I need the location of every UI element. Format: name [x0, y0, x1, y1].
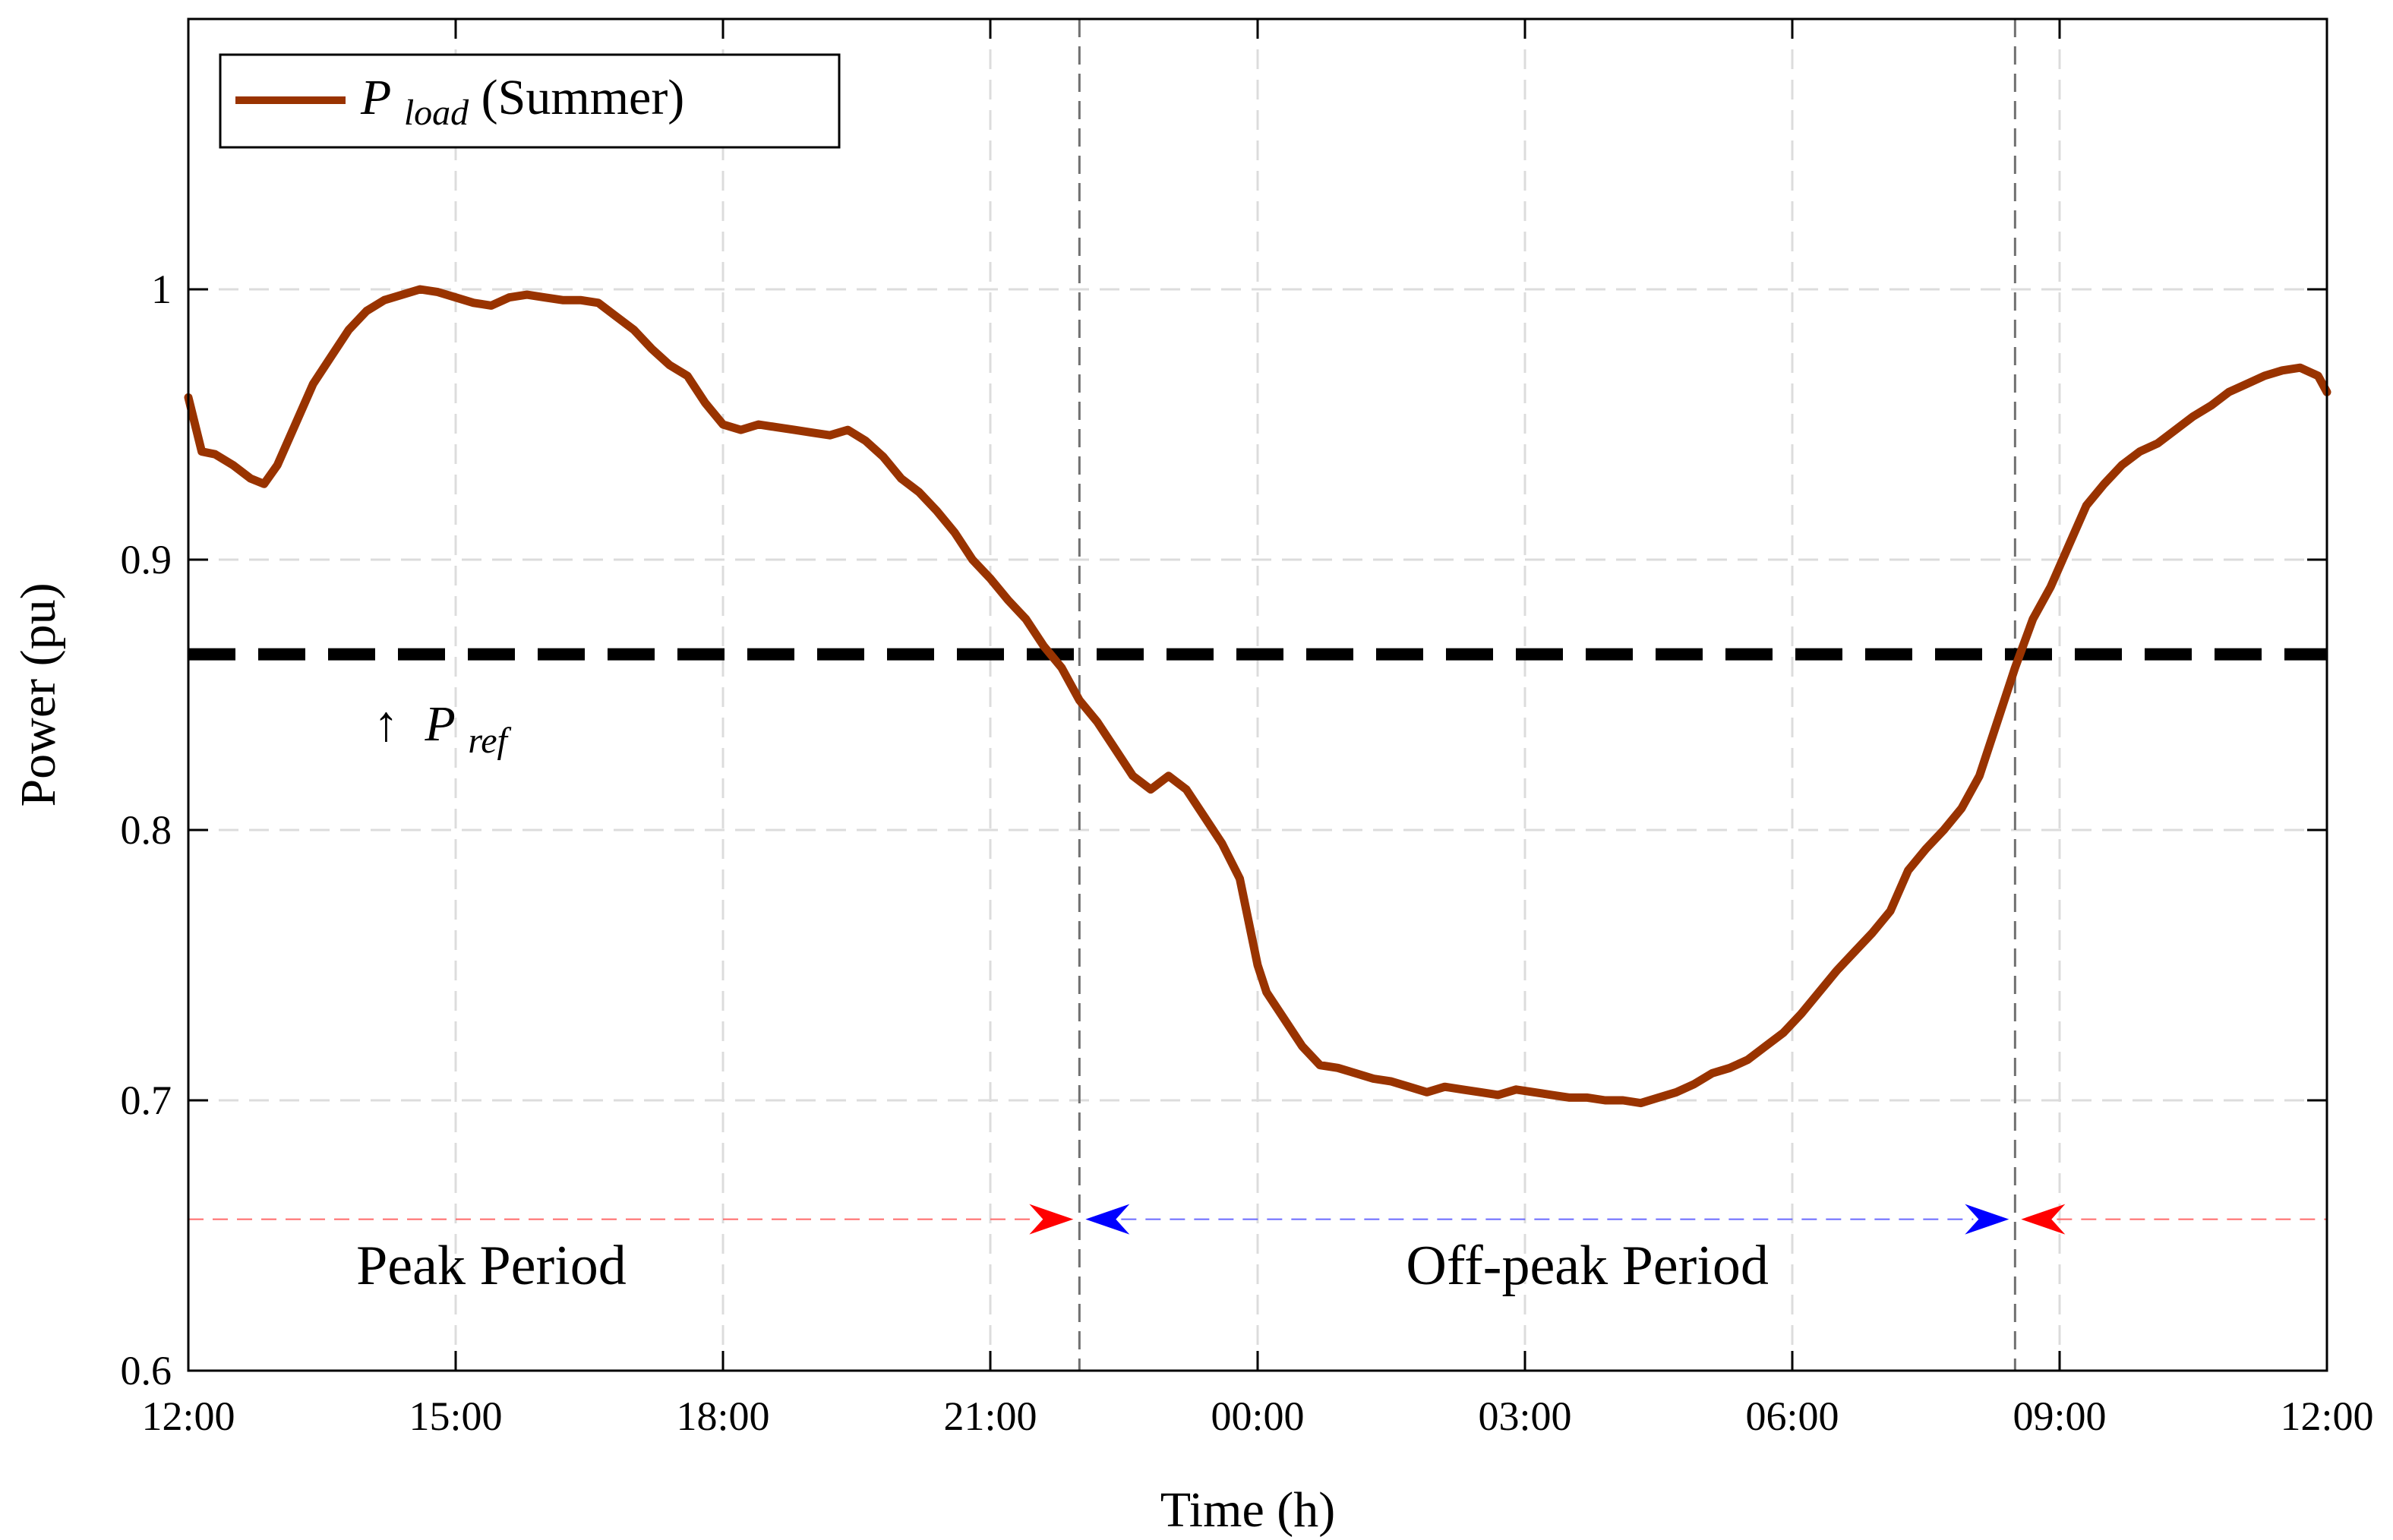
offpeak-end-arrowhead: [1965, 1204, 2009, 1235]
x-tick-label: 03:00: [1478, 1393, 1571, 1439]
pref-symbol: P: [425, 696, 456, 752]
x-tick-label: 21:00: [943, 1393, 1037, 1439]
legend-suffix: (Summer): [481, 70, 685, 125]
legend-entry-label: P load (Summer): [360, 70, 684, 136]
peak-end-arrowhead: [1029, 1204, 1074, 1235]
x-tick-label: 12:00: [141, 1393, 235, 1439]
x-axis-label: Time (h): [1160, 1482, 1335, 1538]
grid-lines: [188, 19, 2327, 1371]
x-tick-label: 00:00: [1211, 1393, 1304, 1439]
period-annotation: Off-peak Period: [1406, 1235, 1768, 1297]
x-tick-label: 12:00: [2280, 1393, 2373, 1439]
y-tick-label: 0.8: [121, 807, 172, 853]
y-tick-label: 0.7: [121, 1078, 172, 1123]
series-layer: [184, 285, 2331, 1108]
up-arrow-icon: ↑: [374, 696, 399, 752]
annotations: Peak Period Off-peak Period: [356, 1235, 1769, 1297]
x-tick-label: 06:00: [1745, 1393, 1839, 1439]
y-tick-label: 1: [151, 267, 172, 312]
y-tick-label: 0.6: [121, 1348, 172, 1393]
series-line-0: [184, 285, 2331, 1108]
x-tick-label: 15:00: [409, 1393, 502, 1439]
legend: P load (Summer): [219, 53, 841, 149]
pref-subscript: ref: [468, 721, 511, 761]
reference-line-label: ↑ P ref: [374, 696, 512, 761]
y-tick-label: 0.9: [121, 537, 172, 582]
period-annotation: Peak Period: [356, 1235, 627, 1297]
x-tick-label: 09:00: [2013, 1393, 2106, 1439]
period-markers-layer: [188, 1204, 2327, 1235]
legend-subscript: load: [404, 93, 469, 133]
offpeak-start-arrowhead: [1085, 1204, 1130, 1235]
peak-start-arrowhead: [2021, 1204, 2066, 1235]
x-tick-label: 18:00: [676, 1393, 769, 1439]
axis-ticks: 12:00 15:00 18:00 21:00 00:00 03:00 06:00 09:00…: [121, 19, 2374, 1439]
y-axis-label: Power (pu): [11, 582, 66, 806]
legend-symbol: P: [360, 70, 391, 125]
